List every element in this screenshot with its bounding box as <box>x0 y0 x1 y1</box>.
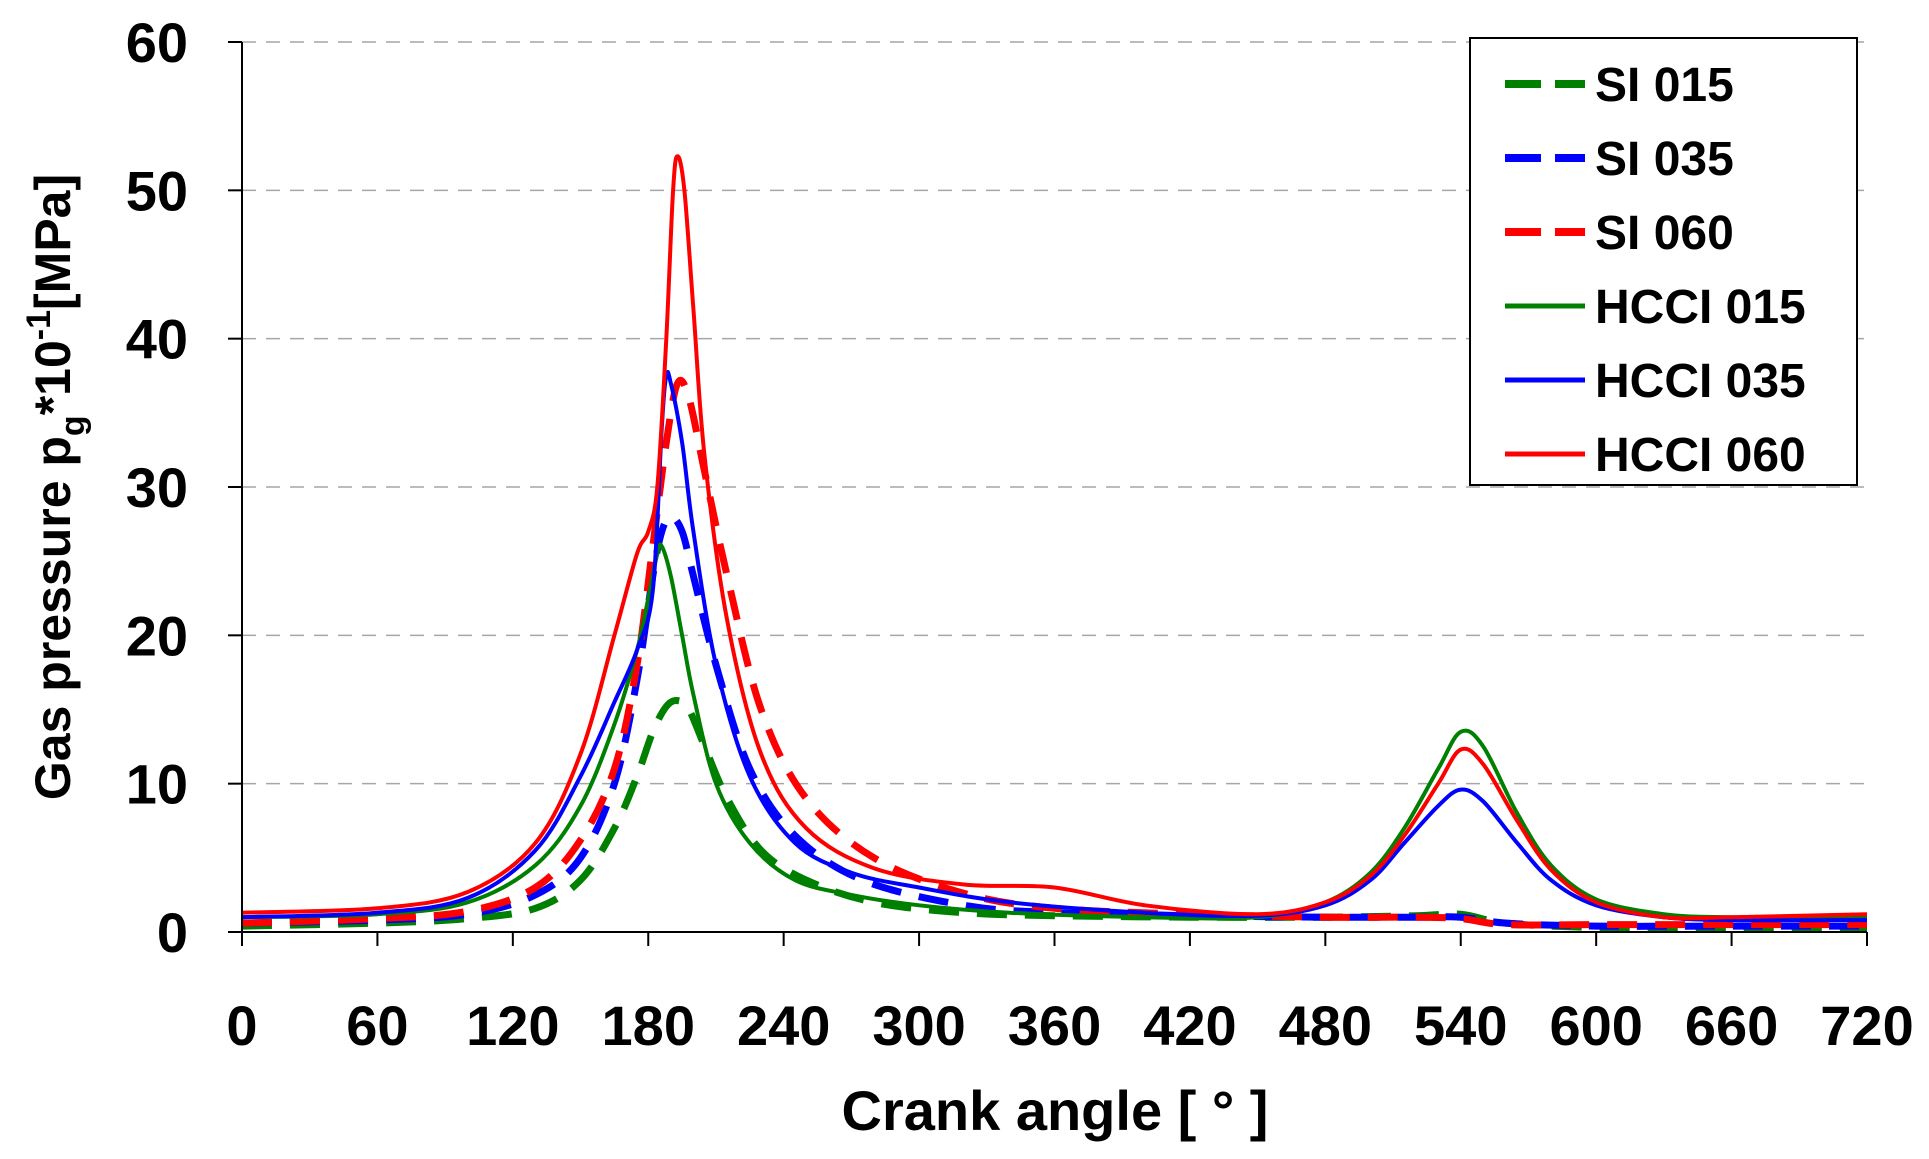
x-tick-label: 360 <box>1008 994 1101 1057</box>
y-axis-title-subscript: g <box>54 415 92 436</box>
x-tick-label: 0 <box>226 994 257 1057</box>
legend-label-si-015: SI 015 <box>1595 59 1734 112</box>
x-tick-label: 540 <box>1414 994 1507 1057</box>
x-ticks: 0 60 120 180 240 300 360 420 480 540 600 660 720 <box>226 932 1914 1057</box>
x-tick-label: 720 <box>1820 994 1913 1057</box>
x-tick-label: 240 <box>737 994 830 1057</box>
x-tick-label: 600 <box>1549 994 1642 1057</box>
legend-label-hcci-015: HCCI 015 <box>1595 281 1806 334</box>
series-lines <box>241 154 1868 932</box>
y-tick-label: 10 <box>126 753 188 816</box>
x-tick-label: 60 <box>346 994 408 1057</box>
y-axis-title-superscript: -1 <box>20 310 58 340</box>
y-tick-label: 0 <box>157 901 188 964</box>
legend-box <box>1469 37 1858 486</box>
series-line-hcci-060 <box>241 154 1868 921</box>
legend-label-si-035: SI 035 <box>1595 133 1734 186</box>
y-axis-title-prefix: Gas pressure p <box>25 436 81 800</box>
legend-label-hcci-035: HCCI 035 <box>1595 355 1806 408</box>
y-tick-label: 40 <box>126 308 188 371</box>
x-tick-label: 420 <box>1143 994 1236 1057</box>
x-tick-label: 660 <box>1685 994 1778 1057</box>
y-axis-title: Gas pressure pg*10-1[MPa] <box>20 174 92 800</box>
legend-label-hcci-060: HCCI 060 <box>1595 429 1806 482</box>
x-tick-label: 120 <box>466 994 559 1057</box>
legend-label-si-060: SI 060 <box>1595 207 1734 260</box>
legend: SI 015 SI 035 SI 060 HCCI 015 HCCI 035 HCCI 0… <box>1469 37 1858 486</box>
series-line-si-035 <box>241 513 1867 930</box>
x-tick-label: 300 <box>872 994 965 1057</box>
y-tick-label: 50 <box>126 159 188 222</box>
y-tick-label: 60 <box>126 11 188 74</box>
series-line-hcci-035 <box>241 369 1868 923</box>
x-tick-label: 480 <box>1279 994 1372 1057</box>
series-line-hcci-015 <box>241 542 1868 921</box>
y-axis-title-suffix: [MPa] <box>25 174 81 310</box>
y-tick-label: 20 <box>126 604 188 667</box>
x-tick-label: 180 <box>602 994 695 1057</box>
y-tick-label: 30 <box>126 456 188 519</box>
y-ticks: 0 10 20 30 40 50 60 <box>126 11 242 964</box>
x-axis-title: Crank angle [ ° ] <box>842 1079 1269 1142</box>
y-axis-title-mid: *10 <box>25 340 81 415</box>
